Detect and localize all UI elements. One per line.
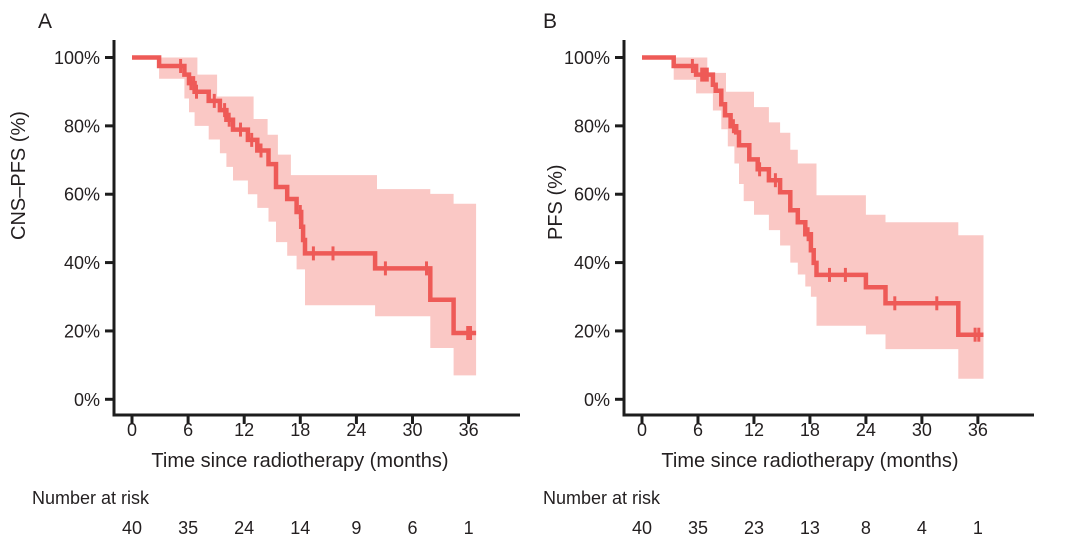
y-tick-label: 80% xyxy=(574,116,610,136)
survival-curve xyxy=(642,55,984,337)
panel-a: 0% 20% 40% 60% 80% 100% 0 40 6 35 12 24 18 14 24 9 30 6 36… xyxy=(8,10,520,538)
x-tick-label: 18 xyxy=(800,420,820,440)
x-tick-label: 36 xyxy=(459,420,479,440)
risk-table-title-b: Number at risk xyxy=(543,488,661,508)
risk-count: 13 xyxy=(800,518,820,538)
y-tick-label: 40% xyxy=(574,253,610,273)
km-plot-b: 0% 20% 40% 60% 80% 100% 0 40 6 35 12 23 18 13 24 8 30 4 36… xyxy=(564,40,1034,538)
x-axis-title-b: Time since radiotherapy (months) xyxy=(661,450,959,472)
x-tick-label: 30 xyxy=(912,420,932,440)
x-tick-label: 6 xyxy=(183,420,193,440)
y-tick-label: 60% xyxy=(64,185,100,205)
x-tick-label: 6 xyxy=(693,420,703,440)
x-tick-label: 0 xyxy=(637,420,647,440)
risk-count: 8 xyxy=(861,518,871,538)
y-tick-label: 20% xyxy=(574,321,610,341)
risk-count: 40 xyxy=(632,518,652,538)
risk-count: 14 xyxy=(290,518,310,538)
x-tick-label: 12 xyxy=(234,420,254,440)
km-plot-a: 0% 20% 40% 60% 80% 100% 0 40 6 35 12 24 18 14 24 9 30 6 36… xyxy=(54,40,520,538)
risk-count: 4 xyxy=(917,518,927,538)
y-tick-label: 40% xyxy=(64,253,100,273)
confidence-band xyxy=(159,57,477,376)
x-tick-label: 24 xyxy=(856,420,876,440)
y-tick-label: 0% xyxy=(584,390,610,410)
panel-a-letter: A xyxy=(38,10,53,33)
x-tick-label: 18 xyxy=(290,420,310,440)
risk-table-title-a: Number at risk xyxy=(32,488,150,508)
x-tick-label: 36 xyxy=(968,420,988,440)
y-tick-label: 100% xyxy=(54,48,100,68)
risk-count: 6 xyxy=(407,518,417,538)
panel-b-letter: B xyxy=(543,10,558,33)
risk-count: 9 xyxy=(351,518,361,538)
y-tick-label: 80% xyxy=(64,116,100,136)
risk-count: 1 xyxy=(973,518,983,538)
censor-marks xyxy=(690,59,981,342)
confidence-band xyxy=(673,57,984,379)
risk-count: 1 xyxy=(464,518,474,538)
risk-count: 35 xyxy=(688,518,708,538)
censor-marks xyxy=(179,59,472,340)
risk-count: 40 xyxy=(122,518,142,538)
x-axis-title-a: Time since radiotherapy (months) xyxy=(151,450,449,472)
x-tick-label: 0 xyxy=(127,420,137,440)
risk-count: 24 xyxy=(234,518,254,538)
risk-count: 23 xyxy=(744,518,764,538)
y-tick-label: 20% xyxy=(64,321,100,341)
x-tick-label: 30 xyxy=(402,420,422,440)
panel-b: 0% 20% 40% 60% 80% 100% 0 40 6 35 12 23 18 13 24 8 30 4 36… xyxy=(540,0,1080,551)
x-tick-label: 12 xyxy=(744,420,764,440)
y-tick-label: 100% xyxy=(564,48,610,68)
y-tick-label: 60% xyxy=(574,185,610,205)
x-tick-label: 24 xyxy=(346,420,366,440)
y-tick-label: 0% xyxy=(74,390,100,410)
risk-count: 35 xyxy=(178,518,198,538)
